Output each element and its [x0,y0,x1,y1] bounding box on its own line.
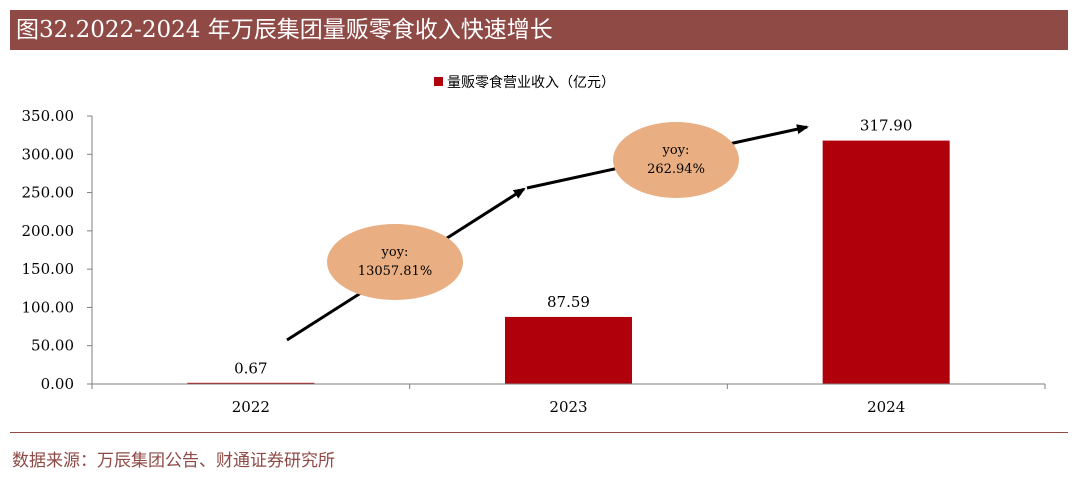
bar [822,140,950,384]
y-tick-label: 350.00 [22,107,75,125]
chart-title: 图32.2022-2024 年万辰集团量贩零食收入快速增长 [16,17,553,43]
x-tick-label: 2022 [232,398,270,416]
y-tick-label: 300.00 [22,145,75,163]
bar [505,316,632,384]
yoy-value: 13057.81% [358,264,432,279]
yoy-value: 262.94% [647,162,705,177]
data-label: 87.59 [547,293,590,311]
data-label: 317.90 [860,117,913,135]
yoy-label: yoy: [381,245,409,260]
legend-label: 量贩零食营业收入（亿元） [447,74,615,91]
y-tick-label: 250.00 [22,184,75,202]
bar [187,382,315,384]
yoy-bubble [613,122,739,198]
x-tick-label: 2024 [867,398,905,416]
y-tick-label: 150.00 [22,260,75,278]
y-tick-label: 100.00 [22,298,75,316]
x-tick-label: 2023 [549,398,587,416]
yoy-label: yoy: [662,143,690,158]
y-tick-label: 200.00 [22,222,75,240]
title-bar: 图32.2022-2024 年万辰集团量贩零食收入快速增长 [10,10,1068,50]
data-label: 0.67 [234,359,267,377]
source-note: 数据来源：万辰集团公告、财通证券研究所 [12,451,335,471]
y-tick-label: 0.00 [41,375,74,393]
y-tick-label: 50.00 [31,337,74,355]
divider [10,432,1068,433]
yoy-bubble [327,224,463,300]
legend-swatch [434,77,443,86]
